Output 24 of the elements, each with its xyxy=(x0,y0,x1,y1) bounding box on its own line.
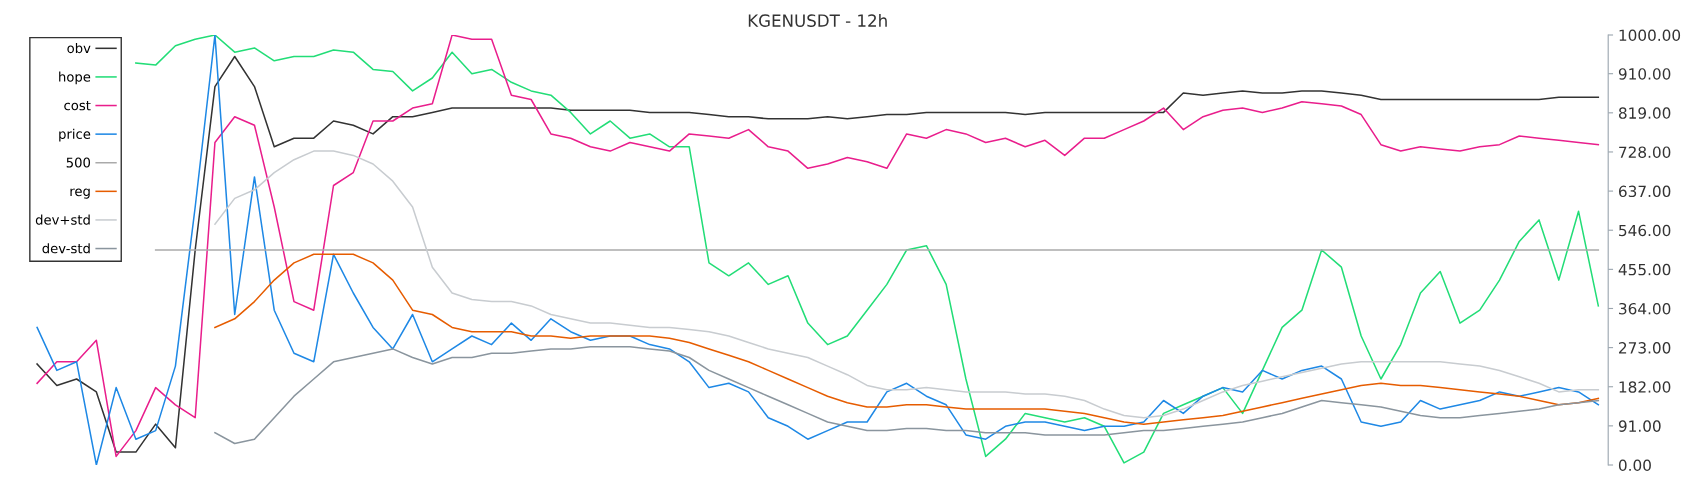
legend-label: hope xyxy=(59,71,91,85)
legend-label: cost xyxy=(64,100,91,111)
y-tick-label: 910.00 xyxy=(1618,68,1671,80)
y-tick-label: 364.00 xyxy=(1619,302,1671,315)
y-tick-label: 91.00 xyxy=(1618,420,1661,432)
line-series xyxy=(214,253,1600,425)
y-tick-label: 1000.00 xyxy=(1619,29,1681,42)
line-series xyxy=(214,345,1600,445)
y-tick-label: 182.00 xyxy=(1619,381,1671,393)
y-tick-label: 637.00 xyxy=(1618,185,1671,198)
y-tick-label: 273.00 xyxy=(1619,342,1671,354)
line-series xyxy=(214,150,1600,419)
legend-label: price xyxy=(59,128,91,142)
y-tick-label: 728.00 xyxy=(1619,146,1671,158)
legend-label: 500 xyxy=(66,157,91,168)
chart-title: KGENUSDT - 12h xyxy=(748,14,887,27)
y-tick-label: 455.00 xyxy=(1618,263,1671,276)
legend-label: reg xyxy=(70,188,90,199)
y-tick-label: 819.00 xyxy=(1618,107,1671,119)
legend-label: dev-std xyxy=(42,243,90,254)
y-tick-label: 0.00 xyxy=(1618,459,1651,472)
legend-label: obv xyxy=(67,42,91,54)
y-tick-label: 546.00 xyxy=(1619,224,1671,237)
legend-label: dev+std xyxy=(35,214,90,225)
